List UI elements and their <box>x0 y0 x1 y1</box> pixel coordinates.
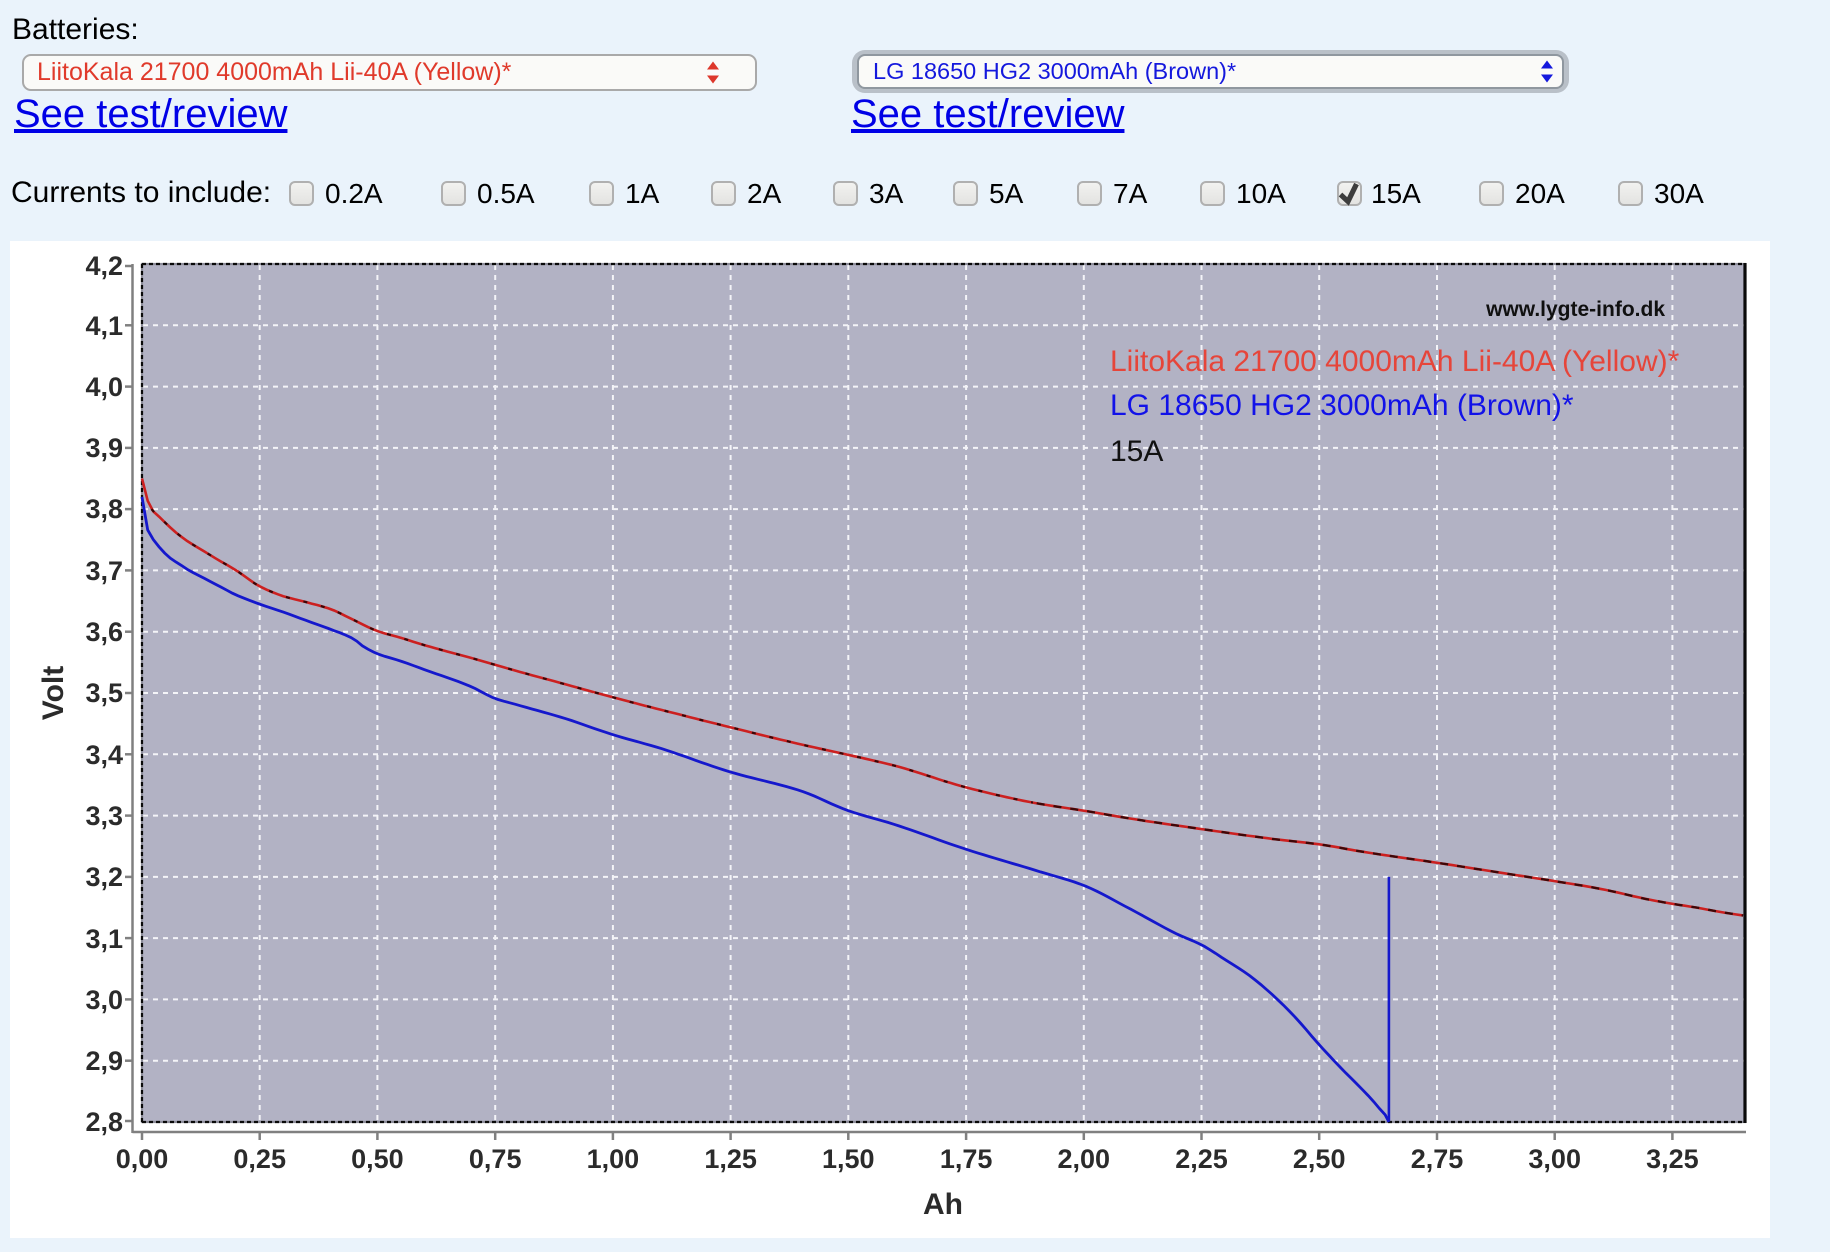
svg-text:4,0: 4,0 <box>85 372 123 402</box>
svg-text:2,75: 2,75 <box>1411 1144 1464 1174</box>
svg-text:0,25: 0,25 <box>233 1144 286 1174</box>
svg-text:3,7: 3,7 <box>85 556 123 586</box>
svg-text:Ah: Ah <box>923 1188 963 1221</box>
svg-text:0,50: 0,50 <box>351 1144 404 1174</box>
svg-text:0,75: 0,75 <box>469 1144 522 1174</box>
svg-text:3,00: 3,00 <box>1528 1144 1581 1174</box>
svg-text:3,0: 3,0 <box>85 985 123 1015</box>
svg-text:3,3: 3,3 <box>85 801 123 831</box>
svg-text:3,25: 3,25 <box>1646 1144 1699 1174</box>
svg-text:2,9: 2,9 <box>85 1046 123 1076</box>
svg-text:2,25: 2,25 <box>1175 1144 1228 1174</box>
svg-text:1,75: 1,75 <box>940 1144 993 1174</box>
svg-text:4,2: 4,2 <box>85 251 123 281</box>
svg-text:1,00: 1,00 <box>587 1144 640 1174</box>
svg-text:www.lygte-info.dk: www.lygte-info.dk <box>1485 298 1665 321</box>
svg-text:2,50: 2,50 <box>1293 1144 1346 1174</box>
svg-text:3,8: 3,8 <box>85 494 123 524</box>
svg-text:LG 18650 HG2 3000mAh (Brown)*: LG 18650 HG2 3000mAh (Brown)* <box>1110 389 1574 422</box>
svg-text:LiitoKala 21700 4000mAh Lii-40: LiitoKala 21700 4000mAh Lii-40A (Yellow)… <box>1110 345 1680 378</box>
svg-text:Volt: Volt <box>37 666 70 720</box>
svg-text:4,1: 4,1 <box>85 311 123 341</box>
svg-text:0,00: 0,00 <box>116 1144 169 1174</box>
svg-text:3,5: 3,5 <box>85 678 123 708</box>
svg-text:1,50: 1,50 <box>822 1144 875 1174</box>
svg-text:3,1: 3,1 <box>85 924 123 954</box>
svg-text:1,25: 1,25 <box>704 1144 757 1174</box>
svg-text:3,6: 3,6 <box>85 617 123 647</box>
svg-text:3,2: 3,2 <box>85 862 123 892</box>
svg-text:2,00: 2,00 <box>1058 1144 1111 1174</box>
svg-text:3,9: 3,9 <box>85 433 123 463</box>
svg-text:3,4: 3,4 <box>85 740 123 770</box>
svg-text:15A: 15A <box>1110 435 1163 468</box>
svg-text:2,8: 2,8 <box>85 1107 123 1137</box>
